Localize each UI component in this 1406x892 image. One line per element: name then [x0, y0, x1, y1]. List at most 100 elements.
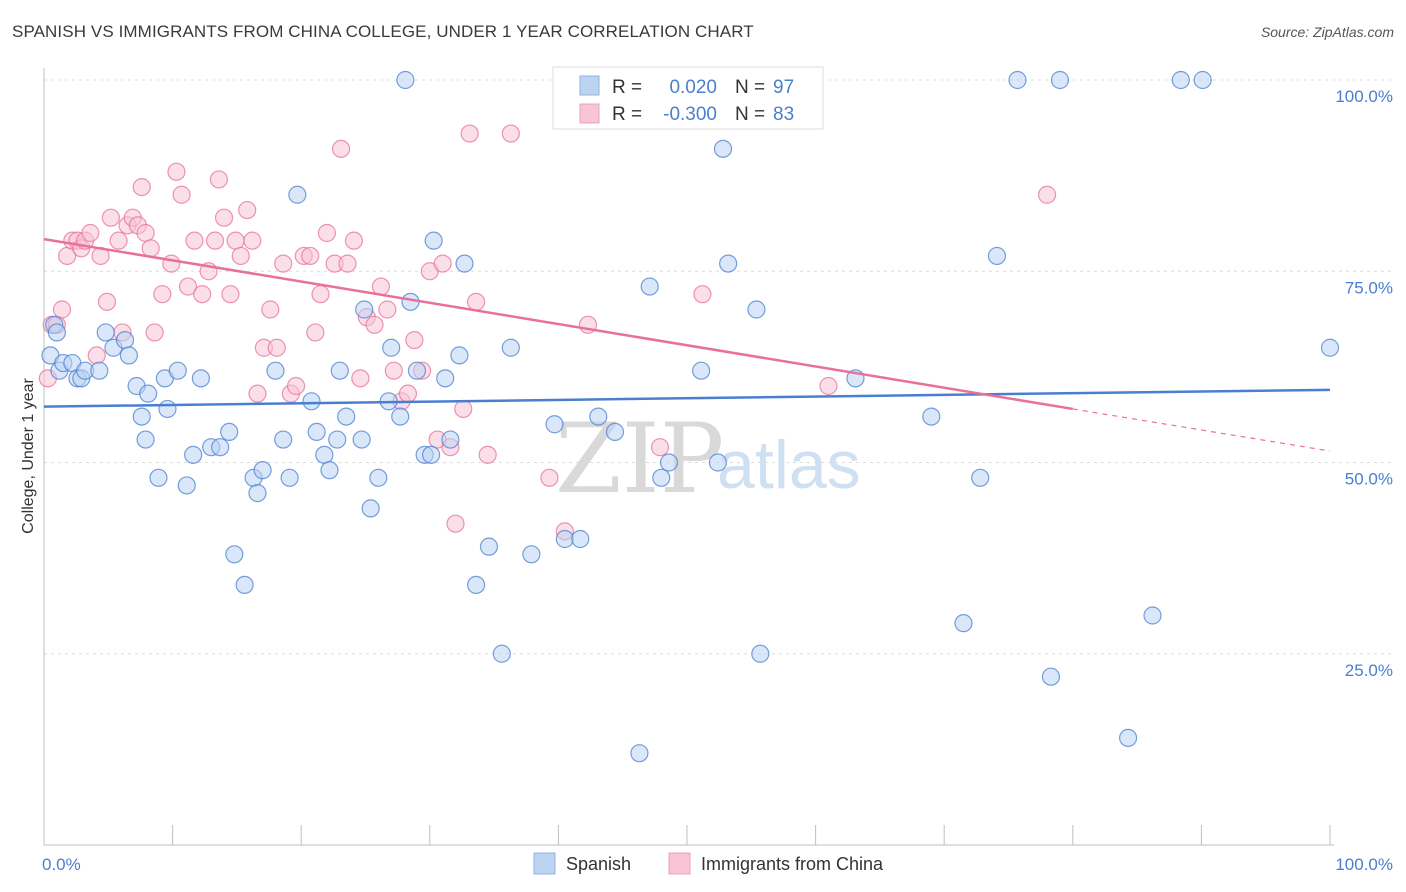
china-point-57: [365, 315, 384, 334]
legend-n-value-1: 97: [773, 77, 794, 98]
spanish-point-22: [177, 476, 196, 495]
china-point-32: [209, 170, 228, 189]
spanish-point-60: [455, 254, 474, 273]
spanish-point-16: [136, 430, 155, 449]
spanish-point-79: [747, 300, 766, 319]
china-point-23: [153, 285, 172, 304]
spanish-point-38: [307, 422, 326, 441]
china-point-3: [52, 300, 72, 319]
trend-line-china: [43, 237, 1074, 411]
china-point-27: [178, 277, 198, 296]
china-point-53: [338, 254, 357, 273]
spanish-point-17: [139, 384, 158, 403]
watermark-atlas: atlas: [717, 427, 861, 503]
spanish-point-43: [337, 407, 356, 426]
china-point-70: [454, 399, 473, 419]
china-point-36: [231, 246, 250, 266]
spanish-point-45: [355, 300, 374, 319]
china-point-35: [226, 231, 245, 250]
legend-n-value-2: 83: [773, 104, 794, 125]
legend-r-value-1: 0.020: [669, 77, 717, 98]
bottom-legend: Spanish Immigrants from China: [533, 852, 884, 875]
spanish-point-57: [436, 369, 455, 388]
china-point-24: [162, 254, 181, 273]
spanish-point-59: [450, 346, 469, 365]
china-point-38: [243, 231, 262, 250]
x-ticks: [43, 825, 1331, 845]
spanish-point-91: [1171, 70, 1190, 90]
china-point-25: [167, 162, 186, 181]
china-point-33: [214, 208, 234, 227]
spanish-point-13: [119, 346, 138, 365]
china-point-73: [478, 445, 497, 464]
y-tick-label-100: 100.0%: [1335, 87, 1393, 106]
china-point-50: [317, 223, 337, 243]
china-point-21: [141, 239, 160, 258]
spanish-point-24: [191, 369, 210, 388]
spanish-point-83: [954, 614, 973, 633]
spanish-point-55: [421, 445, 441, 464]
spanish-point-15: [132, 407, 151, 426]
china-point-62: [398, 384, 418, 403]
spanish-point-49: [382, 338, 401, 357]
china-point-47: [301, 246, 320, 266]
y-tick-label-50: 50.0%: [1345, 470, 1393, 489]
spanish-point-51: [396, 70, 415, 90]
china-point-43: [274, 254, 293, 273]
china-point-28: [185, 231, 204, 250]
spanish-point-39: [315, 445, 334, 464]
china-point-37: [238, 200, 257, 220]
china-point-48: [306, 323, 325, 342]
legend-swatch-spanish: [579, 75, 600, 96]
spanish-point-10: [96, 323, 115, 342]
china-point-49: [311, 285, 330, 304]
spanish-point-62: [479, 537, 499, 556]
china-point-60: [384, 361, 403, 380]
china-point-72: [466, 292, 486, 311]
y-tick-label-25: 25.0%: [1345, 661, 1393, 680]
spanish-point-82: [922, 407, 941, 426]
trend-line-china-extension: [1072, 408, 1331, 452]
china-point-14: [109, 231, 128, 250]
spanish-point-90: [1143, 606, 1162, 625]
spanish-point-46: [361, 499, 380, 518]
china-point-13: [101, 208, 120, 227]
china-point-79: [693, 285, 712, 304]
spanish-point-87: [1041, 667, 1061, 686]
china-point-67: [433, 254, 452, 273]
spanish-point-61: [466, 575, 486, 595]
china-point-63: [405, 331, 424, 350]
spanish-point-23: [184, 445, 203, 464]
source-credit: Source: ZipAtlas.com: [1260, 24, 1394, 40]
spanish-point-65: [522, 545, 541, 564]
legend-swatch-china: [579, 103, 600, 124]
china-point-80: [819, 376, 838, 396]
y-tick-label-75: 75.0%: [1345, 278, 1393, 297]
china-point-78: [650, 438, 670, 457]
x-tick-label-min: 0.0%: [42, 855, 81, 874]
trend-line-spanish: [43, 388, 1331, 408]
spanish-point-2: [47, 323, 66, 342]
spanish-point-42: [330, 361, 349, 380]
china-point-22: [145, 323, 164, 342]
legend-r-value-2: -0.300: [663, 104, 717, 125]
spanish-point-73: [652, 468, 671, 487]
spanish-point-34: [274, 430, 293, 449]
spanish-point-85: [987, 246, 1007, 266]
china-point-45: [286, 376, 306, 396]
spanish-point-68: [571, 529, 590, 549]
spanish-point-76: [708, 453, 727, 472]
spanish-point-89: [1118, 728, 1138, 748]
spanish-point-35: [280, 468, 299, 487]
bottom-legend-swatch-china: [668, 852, 691, 875]
china-point-52: [331, 139, 351, 158]
spanish-point-44: [352, 430, 371, 449]
spanish-point-56: [424, 231, 443, 250]
spanish-point-71: [630, 744, 649, 763]
spanish-point-70: [605, 422, 625, 441]
spanish-point-12: [115, 331, 135, 350]
legend-r-label-2: R =: [612, 104, 642, 125]
china-point-41: [261, 300, 280, 319]
spanish-point-72: [640, 277, 659, 296]
